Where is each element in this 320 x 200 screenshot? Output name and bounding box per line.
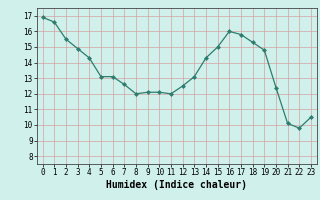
X-axis label: Humidex (Indice chaleur): Humidex (Indice chaleur) bbox=[106, 180, 247, 190]
